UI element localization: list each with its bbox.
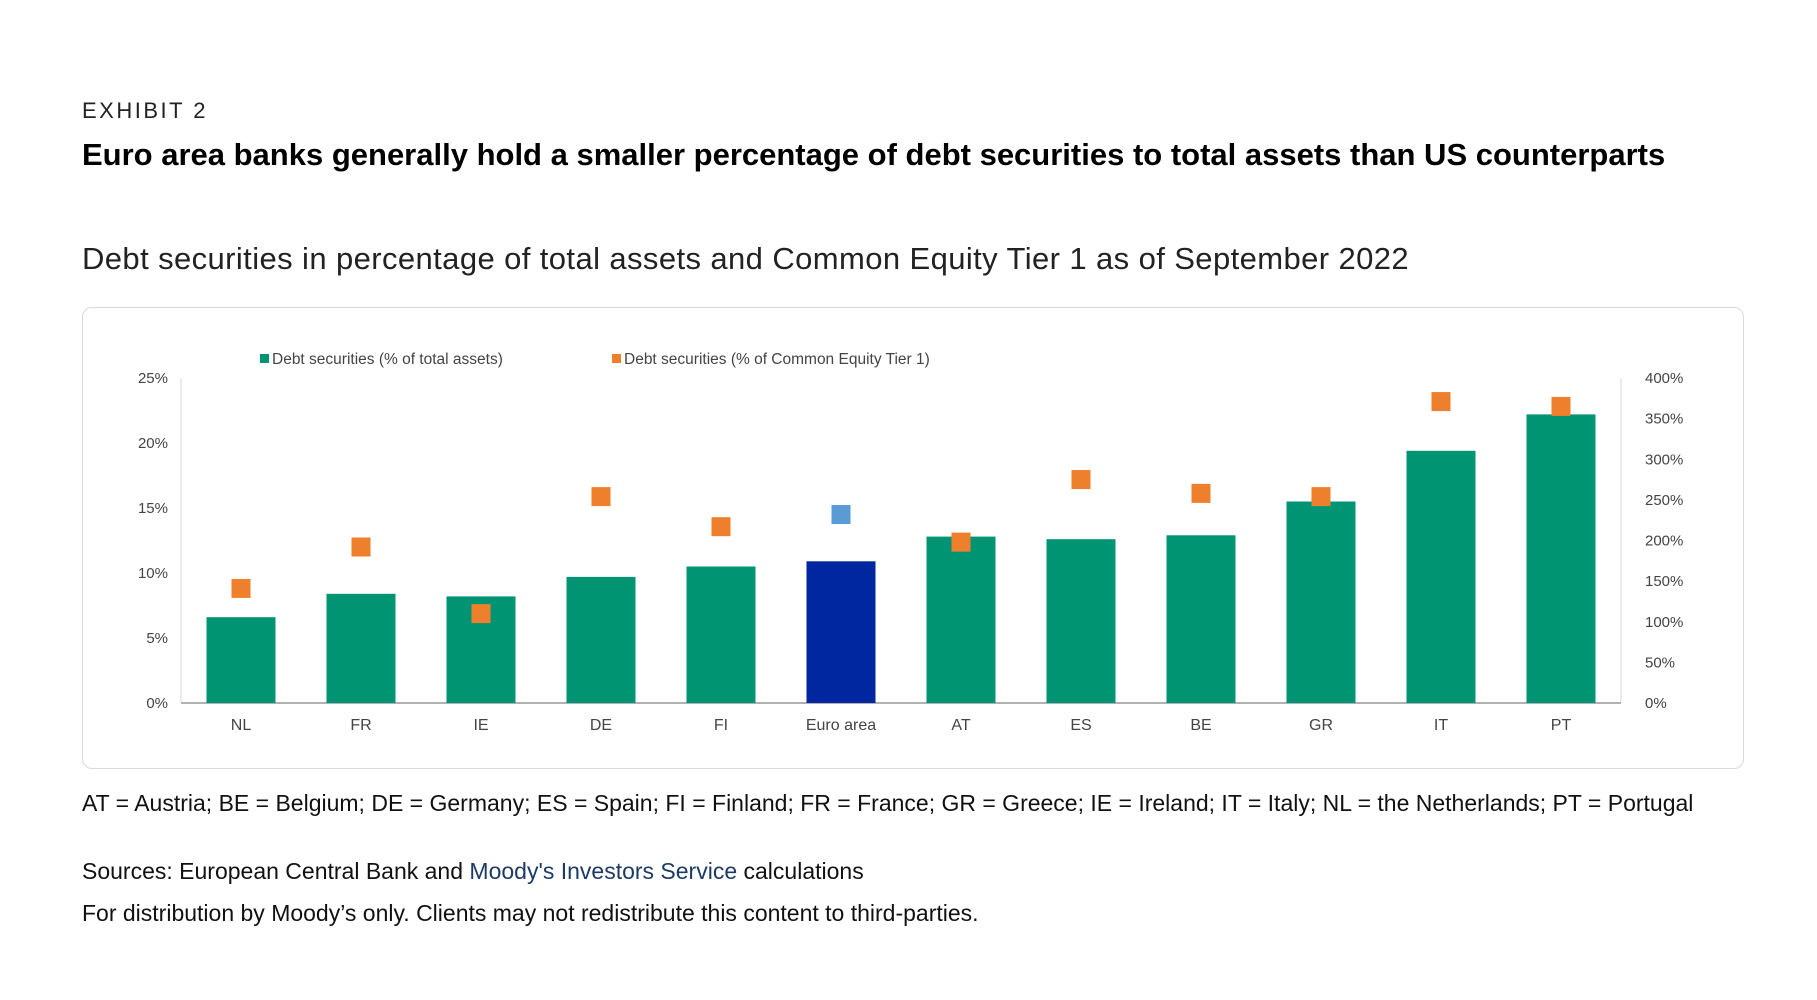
distribution-note: For distribution by Moody’s only. Client… [82, 900, 979, 926]
sources-note: Sources: European Central Bank and Moody… [82, 858, 864, 885]
exhibit-label: EXHIBIT 2 [82, 98, 209, 123]
marker-fi [711, 517, 731, 537]
axes: 0% 5% 10% 15% 20% 25% 0% 50% 100% 150% 200% 250% 300… [138, 370, 1683, 712]
left-tick-label: 20% [138, 435, 168, 452]
chart-title: Euro area banks generally hold a smaller… [82, 137, 1666, 172]
category-labels: NL FR IE DE FI Euro area AT ES BE GR IT PT [231, 717, 1572, 734]
bar-euro-area [806, 561, 876, 703]
bar-be [1166, 535, 1236, 703]
category-label-at: AT [951, 717, 970, 734]
right-tick-label: 0% [1645, 695, 1667, 712]
category-label-de: DE [590, 717, 612, 734]
legend-label-total-assets: Debt securities (% of total assets) [272, 351, 503, 368]
marker-es [1071, 470, 1091, 490]
left-tick-label: 15% [138, 500, 168, 517]
legend-swatch-cet1 [612, 354, 621, 363]
marker-it [1431, 392, 1451, 412]
marker-fr [351, 537, 371, 557]
marker-de [591, 487, 611, 507]
marker-euro-area [831, 505, 851, 524]
marker-at [951, 532, 971, 552]
right-tick-label: 100% [1645, 614, 1683, 631]
right-tick-label: 400% [1645, 370, 1683, 387]
right-tick-label: 300% [1645, 451, 1683, 468]
bar-fr [326, 593, 396, 703]
marker-pt [1551, 396, 1571, 416]
marker-be [1191, 483, 1211, 503]
bar-es [1046, 539, 1116, 703]
chart-subtitle: Debt securities in percentage of total a… [82, 241, 1410, 276]
moodys-link[interactable]: Moody's Investors Service [469, 858, 738, 884]
category-label-gr: GR [1309, 717, 1333, 734]
category-label-es: ES [1070, 717, 1091, 734]
right-tick-label: 200% [1645, 533, 1683, 550]
category-label-pt: PT [1551, 717, 1572, 734]
marker-ie [471, 604, 491, 624]
bar-it [1406, 450, 1476, 703]
right-tick-label: 350% [1645, 411, 1683, 428]
category-label-it: IT [1434, 717, 1448, 734]
bar-fi [686, 566, 756, 703]
legend-swatch-total-assets [260, 354, 269, 363]
sources-prefix: Sources: European Central Bank and [82, 858, 470, 884]
category-label-ie: IE [473, 717, 488, 734]
right-tick-label: 50% [1645, 654, 1675, 671]
right-tick-label: 150% [1645, 573, 1683, 590]
left-tick-label: 25% [138, 370, 168, 387]
left-tick-label: 5% [146, 630, 168, 647]
bars [206, 414, 1596, 703]
bar-nl [206, 617, 276, 703]
legend-label-cet1: Debt securities (% of Common Equity Tier… [624, 351, 930, 368]
category-label-euro-area: Euro area [806, 717, 876, 734]
abbreviations-note: AT = Austria; BE = Belgium; DE = Germany… [82, 790, 1694, 816]
left-tick-label: 0% [146, 695, 168, 712]
markers [231, 392, 1571, 624]
bar-gr [1286, 501, 1356, 703]
marker-nl [231, 578, 251, 598]
legend: Debt securities (% of total assets) Debt… [260, 351, 930, 368]
category-label-be: BE [1190, 717, 1211, 734]
chart-container [82, 307, 1744, 769]
category-label-fi: FI [714, 717, 728, 734]
bar-pt [1526, 414, 1596, 703]
sources-suffix: calculations [737, 858, 864, 884]
marker-gr [1311, 487, 1331, 507]
left-tick-label: 10% [138, 565, 168, 582]
right-tick-label: 250% [1645, 492, 1683, 509]
category-label-nl: NL [231, 717, 252, 734]
category-label-fr: FR [350, 717, 371, 734]
bar-de [566, 576, 636, 703]
bar-at [926, 536, 996, 703]
